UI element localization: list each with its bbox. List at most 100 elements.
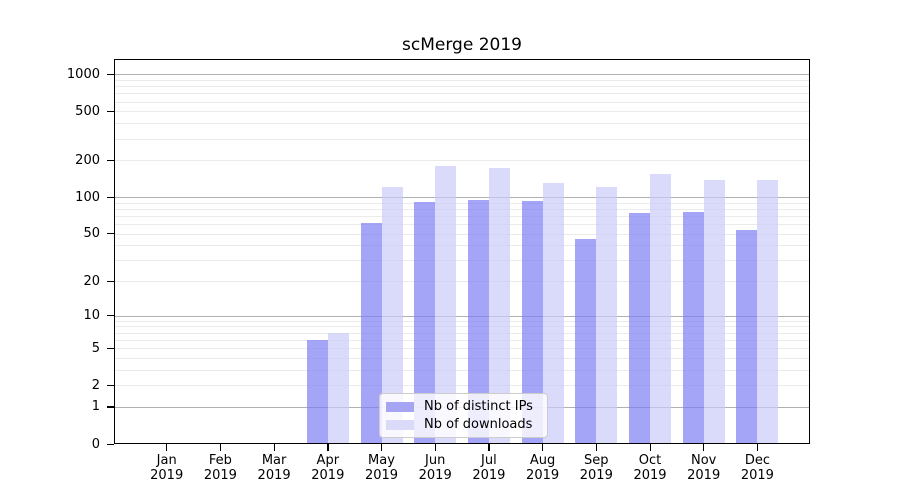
gridline-minor-80 [114, 208, 810, 210]
y-tick-100 [107, 196, 114, 198]
gridline-minor-40 [114, 245, 810, 247]
y-tick-label-10: 10 [83, 308, 100, 324]
bar-distinct-ips-may [360, 223, 382, 444]
gridline-minor-600 [114, 101, 810, 103]
y-tick-5 [107, 347, 114, 349]
x-tick-nov [703, 444, 705, 451]
x-tick-label-may: May 2019 [364, 453, 399, 483]
x-tick-jun [434, 444, 436, 451]
gridline-minor-50 [114, 233, 810, 235]
y-tick-label-20: 20 [83, 273, 100, 289]
y-tick-200 [107, 159, 114, 162]
gridline-minor-3 [114, 369, 810, 371]
gridline-major-1000 [114, 74, 810, 76]
x-tick-label-dec: Dec 2019 [740, 453, 774, 483]
legend-item-downloads: Nb of downloads [386, 416, 539, 432]
bar-distinct-ips-oct [629, 212, 650, 444]
x-tick-label-aug: Aug 2019 [526, 453, 560, 483]
gridline-minor-4 [114, 357, 810, 359]
gridline-minor-2 [114, 385, 810, 387]
bar-downloads-jun [435, 165, 457, 444]
x-tick-jul [488, 444, 490, 451]
gridline-minor-200 [114, 160, 810, 162]
x-tick-label-mar: Mar 2019 [257, 453, 291, 483]
chart-title: scMerge 2019 [402, 35, 522, 55]
gridline-minor-400 [114, 123, 810, 125]
y-tick-10 [107, 315, 114, 317]
y-tick-label-1000: 1000 [66, 66, 100, 82]
y-tick-label-0: 0 [91, 436, 100, 452]
y-tick-0 [107, 443, 114, 445]
bar-downloads-aug [542, 183, 564, 444]
y-tick-1 [107, 406, 114, 408]
bar-distinct-ips-jul [467, 199, 489, 444]
gridline-minor-20 [114, 281, 810, 283]
bar-downloads-dec [757, 180, 779, 444]
bar-downloads-oct [650, 174, 671, 444]
x-tick-label-nov: Nov 2019 [687, 453, 721, 483]
x-tick-feb [219, 444, 222, 451]
bar-distinct-ips-dec [736, 229, 758, 444]
x-tick-dec [756, 444, 759, 451]
bar-distinct-ips-jun [414, 202, 436, 444]
y-tick-label-200: 200 [75, 152, 100, 168]
legend-label-downloads: Nb of downloads [424, 416, 533, 432]
legend-swatch-downloads [386, 419, 414, 430]
bar-distinct-ips-sep [575, 239, 597, 444]
gridline-major-100 [114, 197, 810, 199]
gridline-minor-9 [114, 320, 810, 322]
bar-downloads-may [381, 186, 403, 444]
bar-downloads-apr [327, 332, 349, 444]
gridline-minor-500 [114, 111, 810, 113]
x-tick-may [381, 444, 383, 451]
gridline-minor-6 [114, 339, 810, 341]
y-tick-label-500: 500 [75, 103, 100, 119]
x-tick-mar [273, 444, 275, 451]
y-tick-2 [107, 384, 114, 386]
y-tick-label-2: 2 [91, 377, 100, 393]
gridline-minor-900 [114, 79, 810, 81]
legend-swatch-distinct-ips [386, 401, 414, 412]
bar-downloads-nov [703, 179, 725, 444]
y-tick-500 [107, 110, 114, 113]
y-tick-label-5: 5 [91, 340, 100, 356]
y-tick-label-100: 100 [75, 189, 100, 205]
x-tick-label-jun: Jun 2019 [418, 453, 452, 483]
y-tick-label-1: 1 [91, 399, 100, 415]
gridline-minor-90 [114, 202, 810, 204]
bar-downloads-jul [488, 168, 510, 444]
x-tick-jan [166, 444, 168, 451]
x-tick-label-feb: Feb 2019 [203, 453, 237, 483]
y-tick-20 [107, 280, 114, 282]
x-tick-aug [542, 444, 544, 451]
gridline-minor-7 [114, 332, 810, 334]
x-tick-label-sep: Sep 2019 [579, 453, 613, 483]
x-tick-label-jan: Jan 2019 [150, 453, 184, 483]
gridline-minor-70 [114, 215, 810, 217]
legend: Nb of distinct IPs Nb of downloads [379, 393, 548, 438]
gridline-minor-60 [114, 224, 810, 226]
gridline-minor-700 [114, 93, 810, 95]
x-tick-sep [595, 444, 598, 451]
x-tick-apr [327, 444, 329, 451]
gridline-minor-8 [114, 326, 810, 328]
bar-distinct-ips-nov [682, 211, 704, 444]
legend-label-distinct-ips: Nb of distinct IPs [424, 398, 533, 414]
y-tick-50 [107, 233, 114, 235]
bar-distinct-ips-apr [306, 339, 328, 444]
x-tick-label-jul: Jul 2019 [472, 453, 506, 483]
gridline-minor-800 [114, 86, 810, 88]
gridline-major-10 [114, 315, 810, 317]
gridline-minor-5 [114, 348, 810, 350]
bar-distinct-ips-aug [521, 201, 543, 444]
x-tick-label-apr: Apr 2019 [311, 453, 345, 483]
x-tick-label-oct: Oct 2019 [633, 453, 667, 483]
gridline-minor-30 [114, 260, 810, 262]
x-tick-oct [649, 444, 651, 451]
y-tick-label-50: 50 [83, 226, 100, 242]
y-tick-1000 [107, 73, 114, 76]
gridline-minor-300 [114, 138, 810, 140]
bar-downloads-sep [596, 186, 618, 444]
legend-item-distinct-ips: Nb of distinct IPs [386, 398, 539, 414]
